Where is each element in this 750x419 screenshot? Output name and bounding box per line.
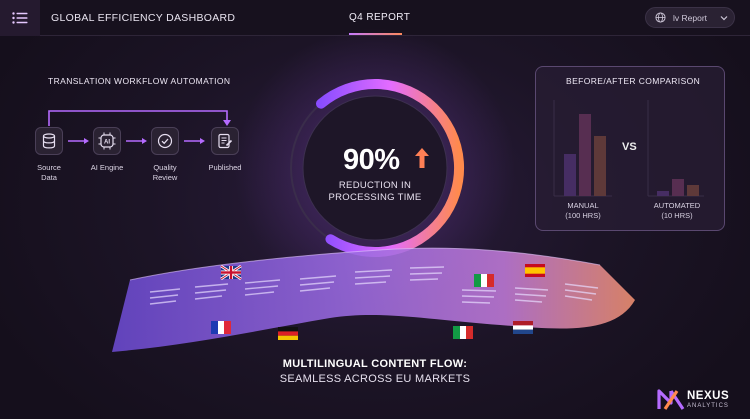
kpi-value: 90% [343, 144, 400, 176]
step-ai-engine[interactable]: AI [93, 127, 121, 155]
step-published[interactable] [211, 127, 239, 155]
bar-label-line: MANUAL [567, 201, 599, 210]
brand-name: NEXUS [687, 390, 730, 402]
france-flag-icon [211, 321, 231, 334]
tab-q4-report[interactable]: Q4 REPORT [349, 12, 411, 23]
kpi-label-line: REDUCTION IN [338, 180, 412, 191]
nexus-logo-icon [657, 389, 685, 410]
spain-flag-icon [525, 264, 545, 277]
kpi-label: REDUCTION IN PROCESSING TIME [316, 180, 434, 204]
app-title: GLOBAL EFFICIENCY DASHBOARD [51, 12, 236, 24]
content-ribbon-edge [129, 247, 601, 281]
kpi-label-line: PROCESSING TIME [328, 192, 422, 203]
step-source-data[interactable] [35, 127, 63, 155]
step-label-line: AI Engine [90, 163, 124, 172]
ai-chip-icon: AI [98, 132, 116, 150]
step-label-line: Source [37, 163, 61, 172]
ai-chip-text: AI [104, 140, 110, 146]
language-report-label: lv Report [673, 12, 708, 23]
italy-flag-icon [474, 274, 494, 287]
manual-label: MANUAL (100 HRS) [548, 201, 618, 221]
netherlands-flag-icon [513, 321, 533, 334]
bar-label-line: AUTOMATED [653, 201, 701, 210]
menu-icon [12, 12, 28, 24]
step-label-line: Quality [153, 163, 177, 172]
check-circle-icon [157, 133, 173, 149]
ribbon-text-lines [149, 266, 599, 305]
step-label-line: Published [208, 163, 242, 172]
arrow-up-icon [415, 148, 429, 168]
document-edit-icon [218, 133, 233, 149]
step-label-published: Published [195, 163, 255, 173]
step-quality-review[interactable] [151, 127, 179, 155]
germany-flag-icon [278, 327, 298, 340]
menu-button[interactable] [0, 0, 40, 36]
vs-label: VS [622, 141, 637, 153]
database-icon [42, 133, 56, 149]
content-flow-subtitle: SEAMLESS ACROSS EU MARKETS [279, 373, 471, 385]
language-report-button[interactable]: lv Report [645, 7, 735, 28]
content-flow-title: MULTILINGUAL CONTENT FLOW: [282, 358, 468, 370]
italy-flag-icon [453, 326, 473, 339]
comparison-title: BEFORE/AFTER COMPARISON [566, 76, 701, 86]
globe-icon [655, 12, 666, 23]
step-label-line: Data [41, 173, 57, 182]
uk-flag-icon [220, 264, 242, 281]
step-label-line: Review [152, 173, 178, 182]
step-label-ai-engine: AI Engine [77, 163, 137, 173]
automated-label: AUTOMATED (10 HRS) [642, 201, 712, 221]
comparison-panel [535, 66, 725, 231]
step-label-source-data: Source Data [19, 163, 79, 183]
bar-label-line: (100 HRS) [565, 211, 601, 220]
ring-inner [302, 95, 448, 241]
chevron-down-icon [720, 15, 728, 20]
brand-tagline: ANALYTICS [687, 403, 729, 409]
bar-label-line: (10 HRS) [661, 211, 693, 220]
workflow-title: TRANSLATION WORKFLOW AUTOMATION [48, 76, 231, 86]
content-ribbon [112, 248, 635, 352]
step-label-quality-review: Quality Review [135, 163, 195, 183]
workflow-connectors [48, 110, 231, 144]
